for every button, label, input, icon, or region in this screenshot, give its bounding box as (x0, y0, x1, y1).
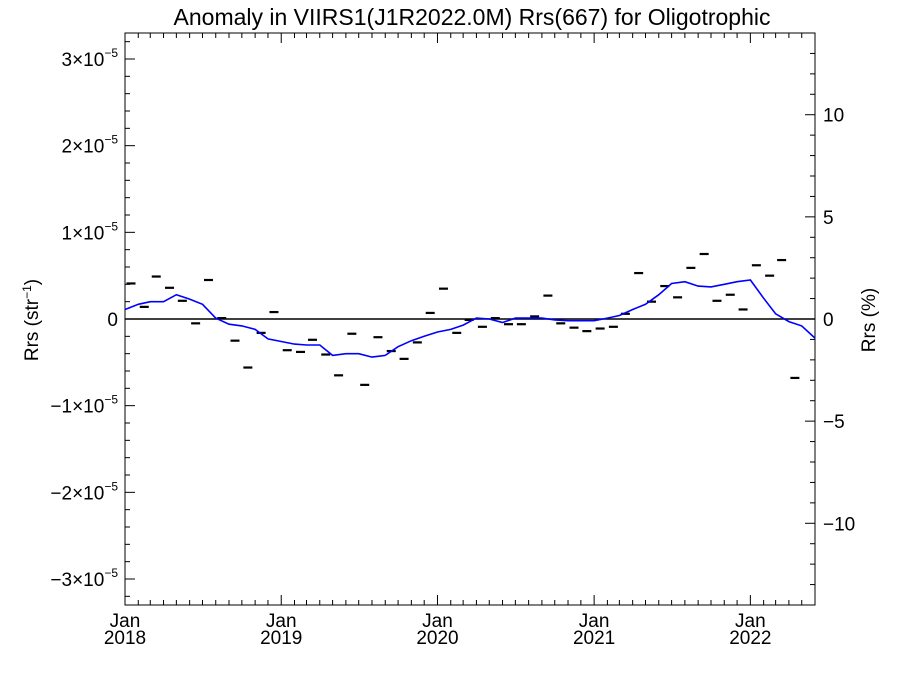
y-right-tick-label: 10 (823, 106, 844, 127)
y-left-tick-label: −3×10−5 (50, 566, 118, 591)
y-left-tick-label: 3×10−5 (62, 46, 119, 71)
series-layer (124, 252, 816, 386)
y-axis-right: 10 5 0 −5 −10 (805, 32, 855, 606)
x-axis: Jan 2018 Jan 2019 Jan 2020 Jan 2021 Jan 2022 (104, 33, 816, 649)
y-left-tick-label: 0 (107, 310, 118, 331)
x-tick-label: Jan 2018 (104, 611, 146, 649)
y-right-tick-label: 5 (823, 208, 834, 229)
y-left-tick-label: −1×10−5 (50, 393, 118, 418)
y-left-tick-label: 1×10−5 (62, 219, 119, 244)
x-tick-label: Jan 2021 (573, 611, 615, 649)
series-line-1 (124, 279, 816, 358)
y-left-tick-label: −2×10−5 (50, 479, 118, 504)
y-left-tick-label: 2×10−5 (62, 133, 119, 158)
y-right-tick-label: 0 (823, 310, 834, 331)
y-axis-right-title: Rrs (%) (859, 288, 880, 352)
x-tick-label: Jan 2022 (729, 611, 771, 649)
y-axis-left: 3×10−5 2×10−5 1×10−5 0 −1×10−5 −2×10−5 −3×10−5 (50, 41, 135, 597)
y-axis-left-title: Rrs (str−1) (20, 279, 43, 361)
y-right-tick-label: −5 (823, 412, 845, 433)
x-tick-label: Jan 2019 (260, 611, 302, 649)
chart-title: Anomaly in VIIRS1(J1R2022.0M) Rrs(667) f… (174, 4, 771, 30)
x-tick-label: Jan 2020 (416, 611, 458, 649)
plot-area: Jan 2018 Jan 2019 Jan 2020 Jan 2021 Jan 2022 3×10… (50, 32, 855, 649)
y-right-tick-label: −10 (823, 514, 855, 535)
